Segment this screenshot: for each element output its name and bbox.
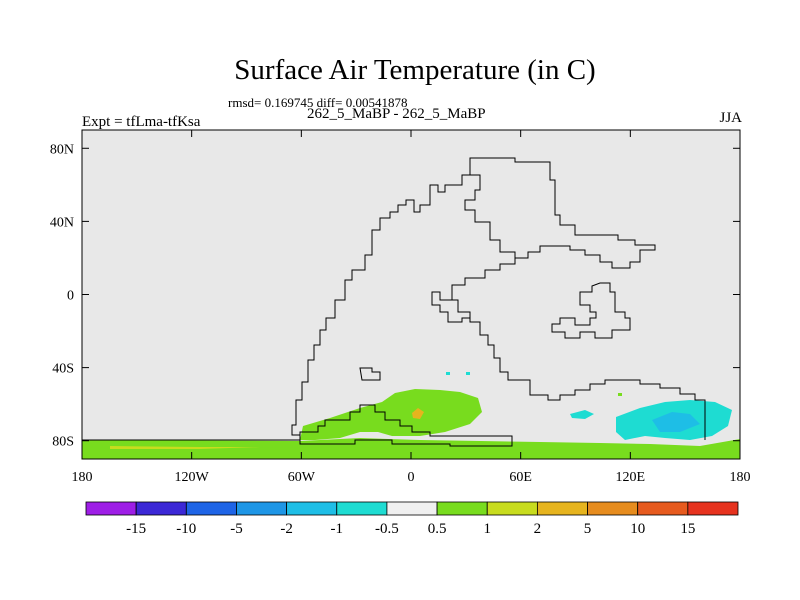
colorbar-label: 0.5 [428, 521, 447, 537]
colorbar-swatch [536, 501, 588, 516]
colorbar-label: -15 [126, 521, 146, 537]
season-label: JJA [719, 110, 742, 126]
plot-title: Surface Air Temperature (in C) [234, 54, 596, 86]
colorbar-swatch [135, 501, 187, 516]
positive-anomaly-region-south-atlantic [300, 389, 482, 440]
cool-anomaly-small [570, 410, 594, 419]
colorbar-label: 1 [483, 521, 491, 537]
colorbar-label: 2 [534, 521, 542, 537]
lon-tick-label: 60E [509, 470, 532, 485]
expt-label: Expt = tfLma-tfKsa [82, 114, 201, 130]
small-anomaly-dot [446, 372, 450, 375]
small-anomaly-dot [618, 393, 622, 396]
lat-tick-label: 0 [67, 289, 74, 304]
warm-anomaly-spot [412, 408, 424, 419]
colorbar-label: -2 [280, 521, 293, 537]
eastern-island-coastline [551, 282, 631, 339]
colorbar-swatch [336, 501, 388, 516]
small-island-coastline [359, 367, 381, 381]
southern-coastline-a [299, 404, 513, 447]
lon-tick-label: 120W [175, 470, 210, 485]
lat-tick-label: 40N [50, 215, 74, 230]
lon-tick-label: 180 [730, 470, 751, 485]
small-anomaly-dot [466, 372, 470, 375]
colorbar-swatch [185, 501, 237, 516]
colorbar-swatch [85, 501, 137, 516]
case-line: 262_5_MaBP - 262_5_MaBP [307, 106, 486, 122]
colorbar-swatch [386, 501, 438, 516]
colorbar-swatch [436, 501, 488, 516]
colorbar-swatch [286, 501, 338, 516]
lon-tick-label: 180 [72, 470, 93, 485]
stats-line: rmsd= 0.169745 diff= 0.00541878 [228, 95, 408, 110]
inner-sea-coastline [464, 174, 516, 258]
colorbar-label: 15 [680, 521, 695, 537]
colorbar-label: 5 [584, 521, 592, 537]
colorbar-swatch [687, 501, 739, 516]
cool-anomaly-core [652, 412, 700, 432]
lon-tick-label: 0 [408, 470, 415, 485]
colorbar-swatch [486, 501, 538, 516]
longitude-axis: 180 120W 60W 0 60E 120E 180 [72, 130, 751, 485]
continent-outlines [82, 157, 706, 447]
colorbar-label: -5 [230, 521, 243, 537]
lat-tick-label: 80N [50, 142, 74, 157]
anomaly-fills [82, 372, 740, 459]
weak-warm-band [110, 446, 260, 449]
latitude-axis: 80N 40N 0 40S 80S [50, 142, 740, 450]
colorbar-label: -1 [331, 521, 344, 537]
pangea-coastline [451, 157, 706, 440]
colorbar-swatch [236, 501, 288, 516]
tethys-coastline [431, 291, 470, 323]
colorbar-label: -10 [176, 521, 196, 537]
colorbar-swatch [587, 501, 639, 516]
lon-tick-label: 60W [288, 470, 316, 485]
colorbar-label: 10 [630, 521, 645, 537]
lon-tick-label: 120E [616, 470, 646, 485]
colorbar-swatch [637, 501, 689, 516]
western-landmass-coastline [291, 157, 482, 436]
positive-anomaly-band-south [82, 438, 740, 459]
lat-tick-label: 40S [52, 362, 74, 377]
colorbar-label: -0.5 [375, 521, 399, 537]
color-bar: -15 -10 -5 -2 -1 -0.5 0.5 1 2 5 10 15 [85, 501, 739, 537]
lat-tick-label: 80S [52, 435, 74, 450]
